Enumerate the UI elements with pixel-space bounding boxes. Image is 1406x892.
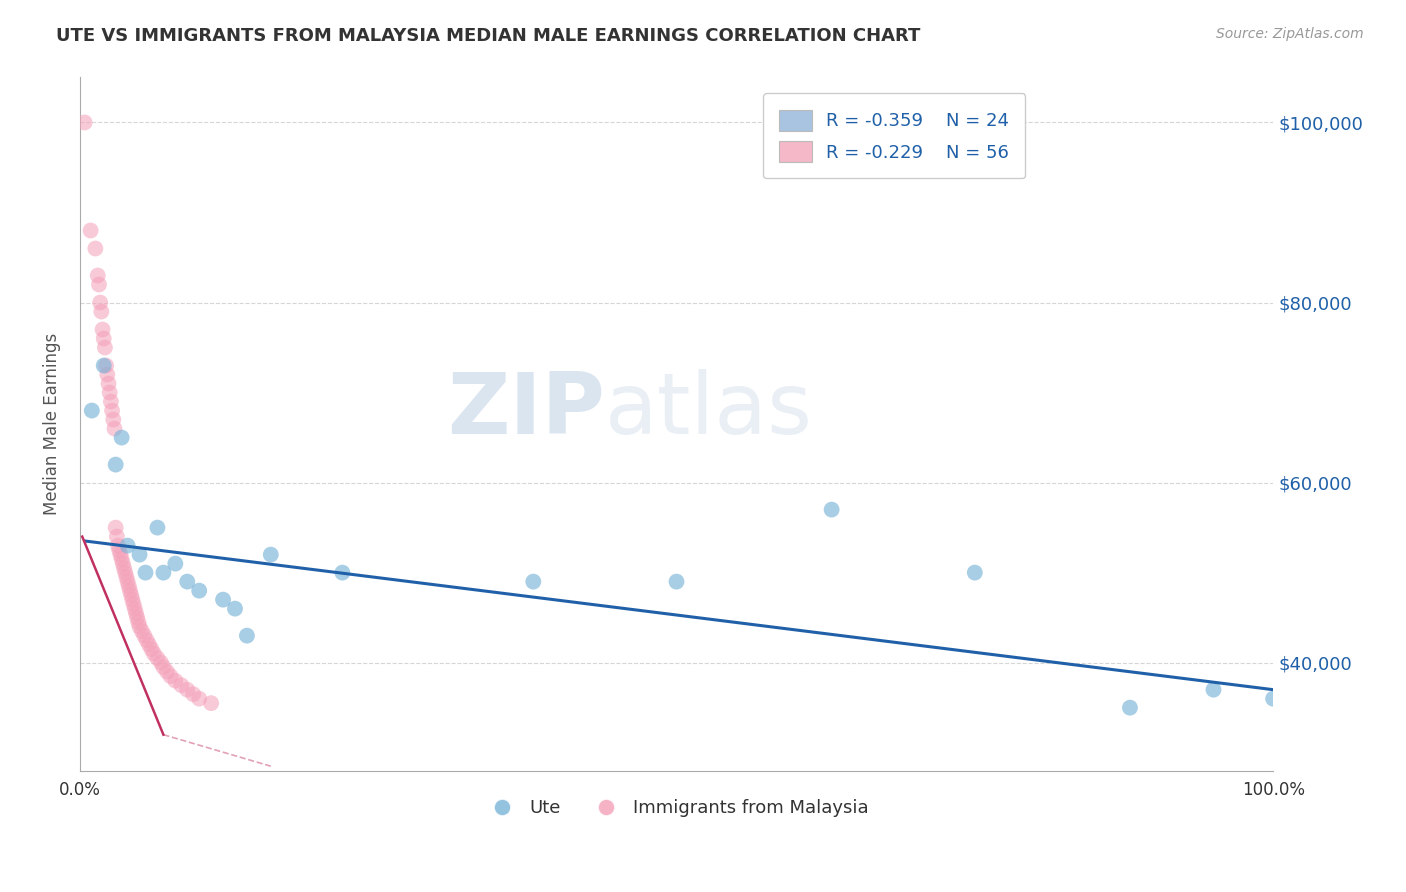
Point <box>125 606 148 620</box>
Point <box>114 566 136 580</box>
Point <box>146 651 169 665</box>
Point <box>112 561 135 575</box>
Point <box>122 597 145 611</box>
Point <box>665 574 688 589</box>
Point <box>138 638 160 652</box>
Point <box>120 588 142 602</box>
Point <box>73 115 96 129</box>
Point <box>111 431 134 445</box>
Point <box>111 557 134 571</box>
Point <box>100 394 122 409</box>
Point <box>1263 691 1285 706</box>
Point <box>134 629 156 643</box>
Point <box>1202 682 1225 697</box>
Point <box>128 620 150 634</box>
Point <box>128 548 150 562</box>
Point <box>111 552 134 566</box>
Point <box>127 615 149 629</box>
Point <box>260 548 283 562</box>
Point <box>165 673 187 688</box>
Point <box>200 696 222 710</box>
Point <box>820 502 842 516</box>
Point <box>101 403 124 417</box>
Point <box>94 341 117 355</box>
Point <box>91 322 114 336</box>
Point <box>142 647 165 661</box>
Point <box>963 566 986 580</box>
Point <box>1119 700 1142 714</box>
Point <box>176 574 198 589</box>
Point <box>131 624 153 639</box>
Point <box>224 601 246 615</box>
Point <box>332 566 354 580</box>
Point <box>165 557 187 571</box>
Point <box>236 629 259 643</box>
Point <box>84 242 107 256</box>
Point <box>121 592 143 607</box>
Point <box>152 566 174 580</box>
Text: Source: ZipAtlas.com: Source: ZipAtlas.com <box>1216 27 1364 41</box>
Point <box>110 548 132 562</box>
Point <box>181 687 204 701</box>
Point <box>156 665 179 679</box>
Point <box>87 277 110 292</box>
Point <box>89 295 111 310</box>
Point <box>118 583 141 598</box>
Point <box>108 543 131 558</box>
Point <box>80 403 103 417</box>
Point <box>124 601 146 615</box>
Point <box>159 669 181 683</box>
Point <box>115 570 138 584</box>
Point <box>87 268 110 283</box>
Point <box>152 660 174 674</box>
Point <box>141 642 163 657</box>
Point <box>127 610 149 624</box>
Point <box>93 359 115 373</box>
Point <box>176 682 198 697</box>
Point <box>94 359 117 373</box>
Point <box>117 574 139 589</box>
Text: UTE VS IMMIGRANTS FROM MALAYSIA MEDIAN MALE EARNINGS CORRELATION CHART: UTE VS IMMIGRANTS FROM MALAYSIA MEDIAN M… <box>56 27 921 45</box>
Text: ZIP: ZIP <box>447 368 605 451</box>
Point <box>117 539 139 553</box>
Point <box>107 539 129 553</box>
Point <box>103 421 125 435</box>
Point <box>170 678 193 692</box>
Point <box>96 368 118 382</box>
Point <box>90 304 112 318</box>
Point <box>522 574 544 589</box>
Point <box>97 376 120 391</box>
Point <box>105 530 128 544</box>
Point <box>146 520 169 534</box>
Point <box>150 656 173 670</box>
Point <box>118 579 141 593</box>
Point <box>188 583 211 598</box>
Point <box>104 520 127 534</box>
Legend: Ute, Immigrants from Malaysia: Ute, Immigrants from Malaysia <box>477 791 876 824</box>
Point <box>134 566 156 580</box>
Point <box>98 385 121 400</box>
Point <box>93 332 115 346</box>
Point <box>212 592 235 607</box>
Point <box>188 691 211 706</box>
Text: atlas: atlas <box>605 368 813 451</box>
Point <box>135 633 157 648</box>
Point <box>79 223 101 237</box>
Point <box>104 458 127 472</box>
Y-axis label: Median Male Earnings: Median Male Earnings <box>44 333 60 516</box>
Point <box>103 412 125 426</box>
